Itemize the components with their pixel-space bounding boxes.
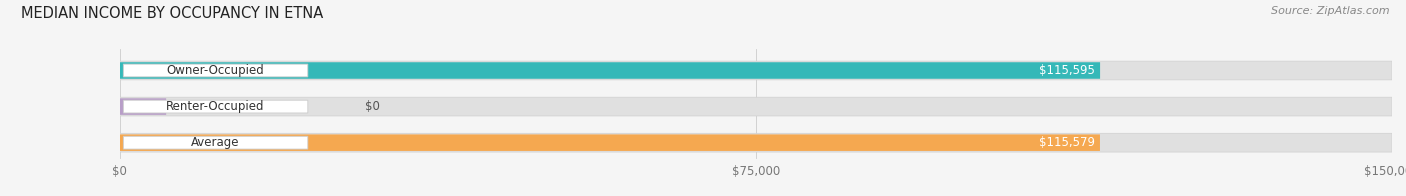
Text: $115,579: $115,579 xyxy=(1039,136,1095,149)
Text: Renter-Occupied: Renter-Occupied xyxy=(166,100,264,113)
FancyBboxPatch shape xyxy=(120,97,1392,116)
FancyBboxPatch shape xyxy=(124,136,308,149)
FancyBboxPatch shape xyxy=(120,133,1392,152)
FancyBboxPatch shape xyxy=(120,62,1099,79)
FancyBboxPatch shape xyxy=(120,98,166,115)
FancyBboxPatch shape xyxy=(120,134,1099,151)
FancyBboxPatch shape xyxy=(120,61,1392,80)
FancyBboxPatch shape xyxy=(124,100,308,113)
Text: MEDIAN INCOME BY OCCUPANCY IN ETNA: MEDIAN INCOME BY OCCUPANCY IN ETNA xyxy=(21,6,323,21)
Text: $0: $0 xyxy=(364,100,380,113)
Text: Source: ZipAtlas.com: Source: ZipAtlas.com xyxy=(1271,6,1389,16)
Text: $115,595: $115,595 xyxy=(1039,64,1095,77)
Text: Owner-Occupied: Owner-Occupied xyxy=(167,64,264,77)
FancyBboxPatch shape xyxy=(124,64,308,77)
Text: Average: Average xyxy=(191,136,240,149)
